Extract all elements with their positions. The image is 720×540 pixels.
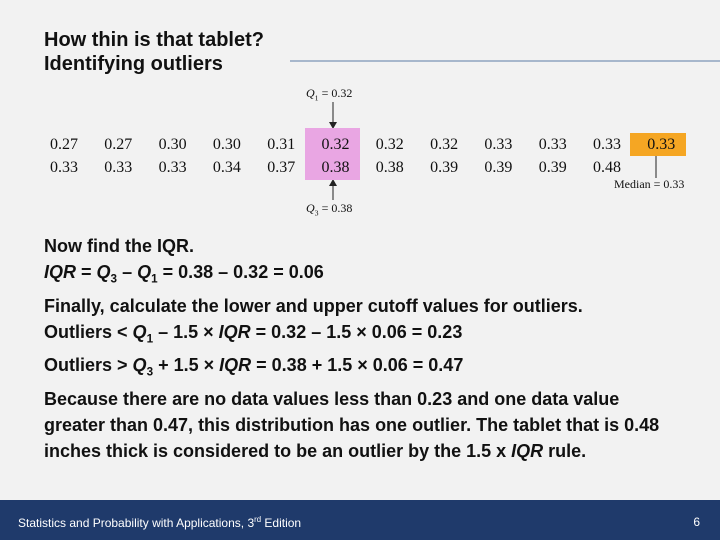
text-run: IQR xyxy=(511,440,544,461)
q1-arrow-head xyxy=(329,122,337,129)
text-run: 3 xyxy=(110,272,118,286)
text-run: Q xyxy=(306,201,315,215)
q1-label: Q1 = 0.32 xyxy=(306,86,352,102)
q-highlight xyxy=(305,128,360,180)
text-run: Q xyxy=(132,355,147,376)
data-value: 0.33 xyxy=(50,159,78,176)
data-value: 0.30 xyxy=(212,136,241,153)
data-value: 0.48 xyxy=(593,159,621,176)
text-run: Edition xyxy=(261,516,302,530)
text-run: Q xyxy=(137,262,152,282)
data-value: 0.30 xyxy=(158,136,187,153)
data-value: 0.39 xyxy=(430,159,459,176)
decorations xyxy=(290,60,720,200)
text-run: 1 xyxy=(314,93,319,103)
text-run: IQR xyxy=(219,355,252,376)
data-value: 0.33 xyxy=(484,136,513,153)
text-run: Outliers < xyxy=(44,321,133,342)
data-value: 0.38 xyxy=(321,159,350,176)
text-run: 3 xyxy=(146,365,154,379)
text-run: 3 xyxy=(314,208,319,218)
page-number: 6 xyxy=(693,515,700,529)
data-value: 0.38 xyxy=(375,159,404,176)
text-run: = xyxy=(76,262,97,282)
text-run: = 0.32 xyxy=(318,86,353,100)
text-run: Finally, calculate the lower and upper c… xyxy=(44,295,583,316)
text-run: Now find the IQR. xyxy=(44,236,194,256)
median-label: Median = 0.33 xyxy=(614,177,685,191)
data-value: 0.27 xyxy=(50,136,78,153)
data-value: 0.39 xyxy=(484,159,513,176)
text-run: 1 xyxy=(151,272,158,286)
text-run: rd xyxy=(254,515,262,524)
body-line: Outliers > Q3 + 1.5 × IQR = 0.38 + 1.5 ×… xyxy=(44,352,684,386)
text-run: Because there are no data values less th… xyxy=(44,388,660,461)
data-value: 0.33 xyxy=(647,136,676,153)
data-value: 0.32 xyxy=(375,136,404,153)
body-text: Now find the IQR. IQR = Q3 – Q1 = 0.38 – … xyxy=(44,233,684,464)
data-value: 0.31 xyxy=(267,136,296,153)
body-line: Now find the IQR. xyxy=(44,233,684,259)
data-value: 0.33 xyxy=(104,159,133,176)
data-value: 0.32 xyxy=(430,136,459,153)
data-value: 0.34 xyxy=(212,159,241,176)
q3-label: Q3 = 0.38 xyxy=(306,201,352,217)
text-run: Statistics and Probability with Applicat… xyxy=(18,516,255,530)
text-run: = 0.32 – 1.5 × 0.06 = 0.23 xyxy=(250,321,463,342)
text-run: Q xyxy=(96,262,111,282)
data-value: 0.33 xyxy=(593,136,621,153)
text-run: = 0.38 xyxy=(318,201,353,215)
data-value: 0.37 xyxy=(267,159,296,176)
data-value: 0.33 xyxy=(538,136,567,153)
text-run: IQR xyxy=(44,262,77,282)
title-line: How thin is that tablet? xyxy=(44,29,264,51)
body-line: Finally, calculate the lower and upper c… xyxy=(44,293,684,319)
text-run: – xyxy=(117,262,138,282)
text-run: Q xyxy=(306,86,315,100)
title: How thin is that tablet? Identifying out… xyxy=(44,28,264,76)
body-line: Because there are no data values less th… xyxy=(44,386,684,464)
footer-bar xyxy=(0,500,720,540)
median-highlight xyxy=(630,133,686,156)
text-run: Outliers > xyxy=(44,355,133,376)
text-run: + 1.5 × xyxy=(153,355,220,376)
data-value: 0.33 xyxy=(158,159,187,176)
footer-source: Statistics and Probability with Applicat… xyxy=(18,515,301,530)
data-value: 0.27 xyxy=(104,136,133,153)
body-line: Outliers < Q1 – 1.5 × IQR = 0.32 – 1.5 ×… xyxy=(44,319,684,353)
data-value: 0.32 xyxy=(321,136,350,153)
text-run: – 1.5 × xyxy=(153,321,219,342)
text-run: rule. xyxy=(543,440,587,461)
text-run: = 0.38 + 1.5 × 0.06 = 0.47 xyxy=(251,355,464,376)
text-run: IQR xyxy=(218,321,251,342)
data-value: 0.39 xyxy=(538,159,567,176)
text-run: Q xyxy=(132,321,147,342)
q3-arrow-head xyxy=(329,179,337,186)
text-run: 1 xyxy=(146,332,154,346)
body-line: IQR = Q3 – Q1 = 0.38 – 0.32 = 0.06 xyxy=(44,259,684,293)
title-line: Identifying outliers xyxy=(44,53,223,75)
text-run: = 0.38 – 0.32 = 0.06 xyxy=(157,262,324,282)
